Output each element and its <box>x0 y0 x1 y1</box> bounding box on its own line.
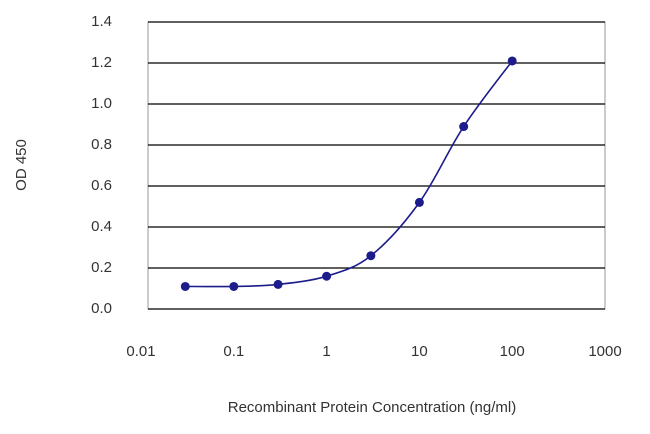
data-point <box>273 279 283 289</box>
y-tick-label: 0.0 <box>91 300 112 317</box>
data-point <box>229 281 239 291</box>
plot-area <box>147 21 606 310</box>
y-tick-label: 0.8 <box>91 136 112 153</box>
data-point <box>459 122 469 132</box>
y-tick-label: 1.0 <box>91 95 112 112</box>
y-tick-label: 1.4 <box>91 13 112 30</box>
y-tick-label: 0.4 <box>91 218 112 235</box>
x-tick-label: 10 <box>411 343 428 360</box>
x-tick-label: 1000 <box>588 343 621 360</box>
y-tick-label: 0.2 <box>91 259 112 276</box>
y-tick-label: 1.2 <box>91 54 112 71</box>
data-point <box>507 56 517 66</box>
x-axis-label: Recombinant Protein Concentration (ng/ml… <box>228 399 516 416</box>
data-point <box>366 251 376 261</box>
x-tick-label: 0.1 <box>223 343 244 360</box>
x-tick-label: 100 <box>500 343 525 360</box>
x-tick-label: 0.01 <box>126 343 155 360</box>
data-point <box>180 281 190 291</box>
y-axis-label: OD 450 <box>13 139 30 191</box>
x-tick-label: 1 <box>322 343 330 360</box>
data-point <box>414 197 424 207</box>
y-tick-label: 0.6 <box>91 177 112 194</box>
data-point <box>322 271 332 281</box>
